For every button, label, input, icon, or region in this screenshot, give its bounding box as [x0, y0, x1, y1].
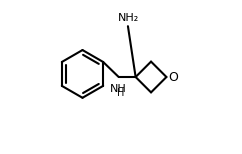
Text: O: O — [169, 71, 179, 83]
Text: NH: NH — [110, 84, 126, 94]
Text: H: H — [117, 88, 124, 98]
Text: NH₂: NH₂ — [118, 13, 139, 23]
